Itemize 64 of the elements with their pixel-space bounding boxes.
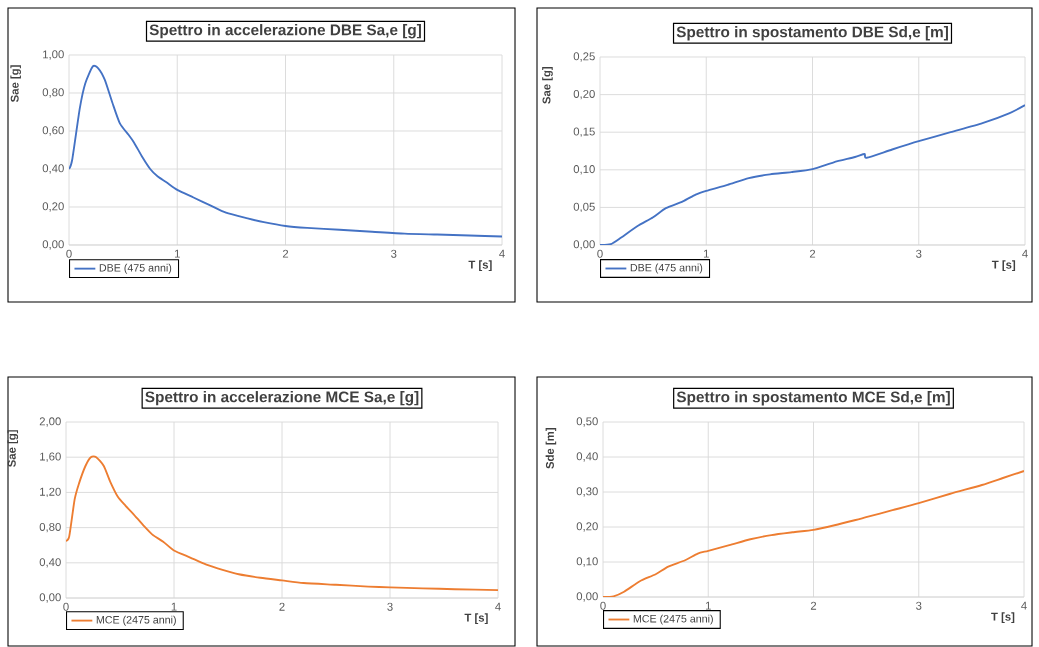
x-tick-label: 3	[387, 602, 393, 611]
x-tick-label: 2	[809, 249, 816, 258]
y-tick-label: 1,20	[40, 487, 61, 498]
x-axis-title: T [s]	[991, 612, 1015, 623]
legend-label: MCE (2475 anni)	[96, 615, 176, 626]
y-tick-label: 0,60	[42, 126, 64, 136]
x-axis-title: T [s]	[468, 260, 492, 271]
y-tick-label: 0,80	[39, 522, 61, 533]
legend-label: DBE (475 anni)	[99, 263, 172, 274]
y-tick-label: 0,00	[573, 240, 595, 250]
chart-title: Spettro in spostamento MCE Sd,e [m]	[676, 391, 950, 406]
x-tick-label: 4	[1021, 601, 1027, 610]
y-axis-title: Sae [g]	[10, 65, 21, 103]
chart-title: Spettro in accelerazione DBE Sa,e [g]	[149, 24, 421, 39]
y-tick-label: 0,40	[576, 452, 598, 462]
y-tick-label: 0,20	[42, 202, 64, 212]
x-tick-label: 0	[597, 249, 603, 258]
x-axis-title: T [s]	[464, 613, 488, 624]
x-tick-label: 3	[916, 601, 922, 610]
x-tick-label: 2	[279, 602, 285, 611]
y-tick-label: 0,40	[39, 558, 61, 568]
y-axis-title: Sae [g]	[542, 66, 553, 104]
y-tick-label: 0,20	[576, 522, 598, 532]
y-tick-label: 0,00	[576, 592, 598, 602]
y-tick-label: 0,10	[573, 165, 595, 175]
line-series	[603, 470, 1024, 597]
y-tick-label: 0,80	[42, 88, 64, 98]
x-tick-label: 4	[495, 602, 501, 611]
x-tick-label: 0	[600, 601, 606, 610]
x-tick-label: 0	[66, 249, 72, 258]
y-axis-title: Sae [g]	[7, 430, 19, 467]
chart-title: Spettro in accelerazione MCE Sa,e [g]	[145, 391, 419, 406]
x-tick-label: 1	[703, 249, 709, 258]
x-tick-label: 4	[1022, 249, 1028, 258]
chart-title: Spettro in spostamento DBE Sd,e [m]	[676, 26, 948, 41]
y-tick-label: 0,15	[573, 127, 595, 137]
legend-label: MCE (2475 anni)	[633, 614, 713, 625]
legend-label: DBE (475 anni)	[630, 263, 703, 274]
y-tick-label: 0,00	[42, 240, 64, 250]
y-tick-label: 0,25	[573, 52, 595, 62]
y-tick-label: 1,60	[40, 452, 61, 462]
line-series	[69, 65, 502, 238]
y-tick-label: 0,50	[576, 417, 598, 427]
y-tick-label: 0,20	[573, 89, 595, 100]
y-tick-label: 0,00	[39, 593, 61, 603]
y-tick-label: 0,40	[42, 164, 64, 174]
x-axis-title: T [s]	[991, 260, 1016, 271]
y-tick-label: 0,10	[576, 557, 598, 567]
y-axis-title: Sde [m]	[545, 428, 557, 469]
line-series	[600, 104, 1026, 245]
x-tick-label: 1	[705, 601, 711, 610]
y-tick-label: 1,00	[43, 50, 64, 60]
x-tick-label: 2	[282, 249, 289, 258]
x-tick-label: 1	[171, 602, 177, 611]
x-tick-label: 3	[916, 249, 922, 258]
y-tick-label: 0,30	[576, 487, 598, 497]
y-tick-label: 0,05	[573, 202, 595, 213]
line-series	[66, 455, 499, 592]
x-tick-label: 1	[174, 249, 180, 258]
x-tick-label: 0	[63, 602, 69, 611]
y-tick-label: 2,00	[39, 417, 61, 427]
x-tick-label: 4	[499, 249, 505, 258]
x-tick-label: 2	[810, 601, 817, 610]
x-tick-label: 3	[391, 249, 397, 258]
